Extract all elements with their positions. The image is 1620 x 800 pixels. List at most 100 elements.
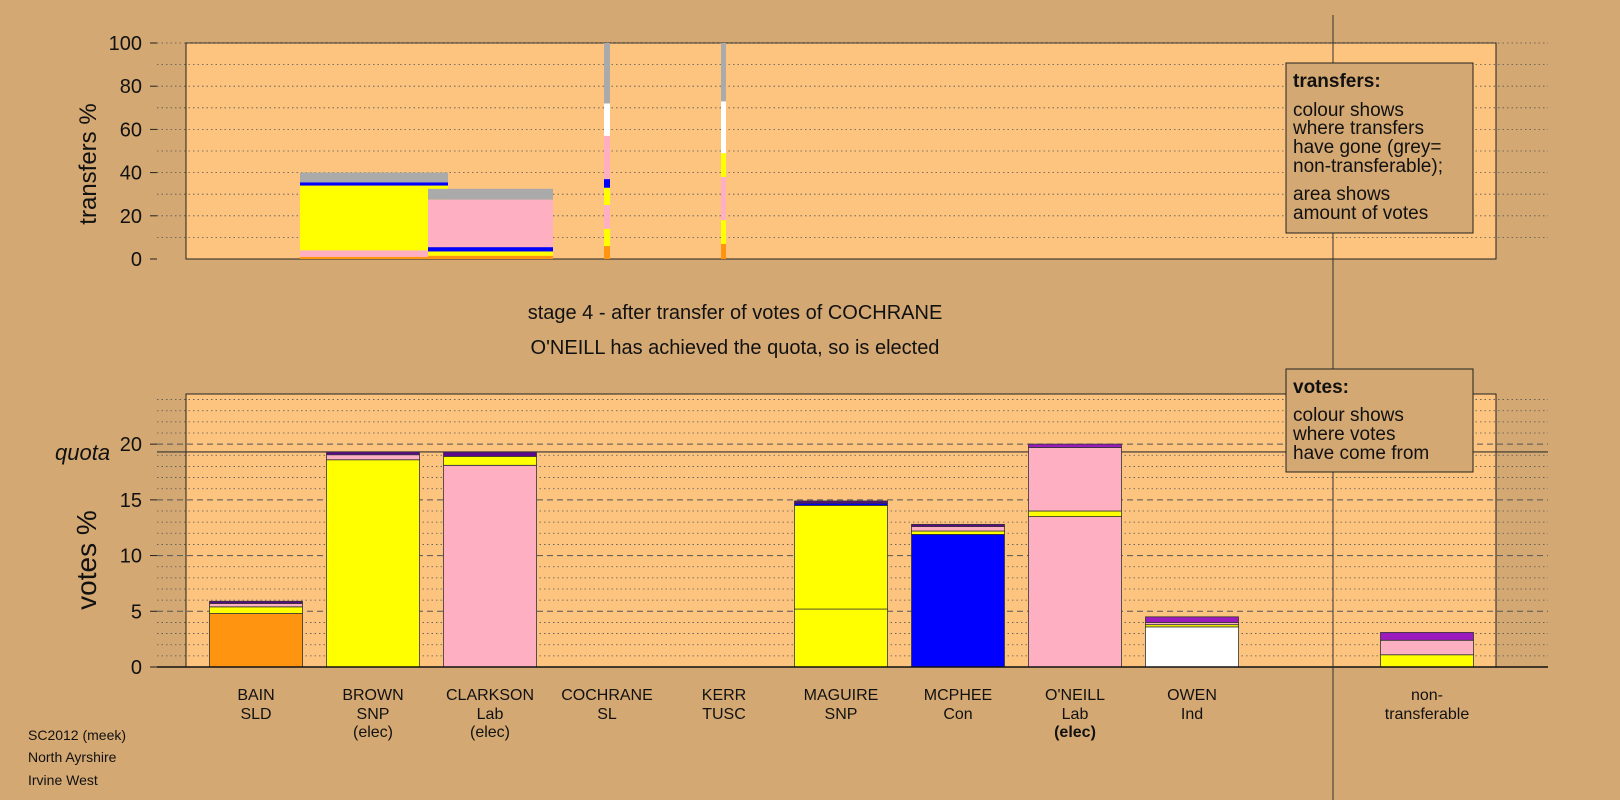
votes-legend: votes: colour shows where votes have com… bbox=[1285, 368, 1474, 473]
vote-segment bbox=[443, 464, 537, 668]
candidate-name: KERR bbox=[702, 687, 746, 704]
vote-segment bbox=[209, 603, 303, 608]
transfers-y-ticks: 0 20 40 60 80 100 bbox=[109, 33, 157, 271]
vote-bar-bain bbox=[209, 600, 303, 668]
vote-segment bbox=[326, 451, 420, 456]
candidate-label: COCHRANE SL bbox=[561, 687, 653, 723]
vote-segment bbox=[1145, 616, 1239, 623]
vote-bar-non-transferable bbox=[1380, 632, 1474, 668]
vote-segment bbox=[1028, 516, 1122, 668]
vote-segment bbox=[794, 505, 888, 610]
vote-segment bbox=[209, 613, 303, 668]
transfer-segment bbox=[721, 243, 726, 259]
vote-segment bbox=[326, 459, 420, 668]
vote-segment bbox=[794, 500, 888, 504]
y-tick-label: 10 bbox=[120, 546, 142, 568]
transfers-legend-title: transfers: bbox=[1293, 71, 1381, 92]
transfer-segment bbox=[428, 188, 553, 200]
transfers-legend-line: colour shows bbox=[1293, 100, 1404, 121]
y-tick-label: 60 bbox=[120, 119, 142, 141]
vote-segment bbox=[911, 534, 1005, 668]
transfers-legend-line: non-transferable); bbox=[1293, 156, 1443, 177]
transfer-column-cochrane bbox=[604, 43, 610, 259]
y-tick-label: 15 bbox=[120, 490, 142, 512]
y-tick-label: 20 bbox=[120, 206, 142, 228]
candidate-party: SL bbox=[597, 706, 617, 723]
footer-election: SC2012 (meek) bbox=[28, 727, 126, 743]
candidate-name: OWEN bbox=[1167, 687, 1217, 704]
votes-legend-line: where votes bbox=[1292, 424, 1395, 445]
candidate-label: BAIN SLD bbox=[237, 687, 274, 723]
vote-segment bbox=[1380, 654, 1474, 668]
candidate-status: (elec) bbox=[1054, 724, 1096, 741]
votes-legend-box bbox=[1285, 368, 1474, 473]
vote-segment bbox=[911, 526, 1005, 532]
vote-segment bbox=[443, 451, 537, 457]
transfer-segment bbox=[604, 179, 610, 188]
y-tick-label: 20 bbox=[120, 434, 142, 456]
transfers-y-axis-label: transfers % bbox=[75, 103, 102, 224]
votes-bars bbox=[209, 443, 1474, 668]
quota-label: quota bbox=[55, 440, 110, 465]
transfers-legend-box bbox=[1285, 62, 1474, 234]
candidate-name: CLARKSON bbox=[446, 687, 534, 704]
candidate-status: (elec) bbox=[353, 724, 393, 741]
vote-bar-mcphee bbox=[911, 523, 1005, 668]
vote-segment bbox=[911, 530, 1005, 535]
transfers-bars bbox=[300, 43, 726, 259]
transfer-segment bbox=[300, 250, 448, 257]
y-tick-label: 80 bbox=[120, 76, 142, 98]
transfer-segment bbox=[721, 176, 726, 221]
vote-bar-o-neill bbox=[1028, 443, 1122, 668]
vote-segment bbox=[794, 608, 888, 668]
transfer-segment bbox=[604, 205, 610, 229]
transfers-legend-line: area shows bbox=[1293, 184, 1390, 205]
candidate-label: OWEN Ind bbox=[1167, 687, 1217, 723]
candidate-name: O'NEILL bbox=[1045, 687, 1105, 704]
y-tick-label: 5 bbox=[131, 601, 142, 623]
candidate-label: non-transferable bbox=[1385, 687, 1470, 723]
candidate-label: O'NEILL Lab(elec) bbox=[1045, 687, 1105, 741]
y-tick-label: 0 bbox=[131, 249, 142, 271]
candidate-label: CLARKSON Lab(elec) bbox=[446, 687, 534, 741]
candidate-party: Ind bbox=[1181, 706, 1203, 723]
candidate-party: SLD bbox=[240, 706, 271, 723]
y-tick-label: 40 bbox=[120, 163, 142, 185]
transfer-column-kerr bbox=[721, 43, 726, 259]
votes-legend-title: votes: bbox=[1293, 377, 1349, 398]
transfer-segment bbox=[721, 153, 726, 177]
vote-segment bbox=[1028, 510, 1122, 517]
election-status: O'NEILL has achieved the quota, so is el… bbox=[531, 337, 940, 359]
vote-bar-maguire bbox=[794, 500, 888, 668]
transfers-legend: transfers: colour shows where transfers … bbox=[1285, 62, 1474, 234]
candidate-party: transferable bbox=[1385, 706, 1470, 723]
transfer-segment bbox=[721, 220, 726, 244]
candidate-party: SNP bbox=[357, 706, 390, 723]
transfer-segment bbox=[604, 246, 610, 259]
candidate-label: MAGUIRE SNP bbox=[804, 687, 879, 723]
transfers-legend-line: where transfers bbox=[1292, 118, 1424, 139]
transfer-segment bbox=[428, 251, 553, 256]
transfer-segment bbox=[604, 135, 610, 180]
candidate-name: non- bbox=[1411, 687, 1443, 704]
transfer-segment bbox=[604, 187, 610, 205]
transfer-segment bbox=[300, 185, 448, 251]
vote-segment bbox=[326, 454, 420, 461]
stage-title: stage 4 - after transfer of votes of COC… bbox=[528, 302, 943, 324]
vote-segment bbox=[209, 600, 303, 604]
transfers-legend-line: amount of votes bbox=[1293, 203, 1428, 224]
y-tick-label: 0 bbox=[131, 657, 142, 679]
candidate-party: Lab bbox=[477, 706, 504, 723]
candidate-name: COCHRANE bbox=[561, 687, 653, 704]
candidate-status: (elec) bbox=[470, 724, 510, 741]
transfer-segment bbox=[604, 103, 610, 136]
candidate-label: MCPHEE Con bbox=[924, 687, 992, 723]
candidate-name: MAGUIRE bbox=[804, 687, 879, 704]
vote-bar-clarkson bbox=[443, 451, 537, 668]
votes-legend-line: colour shows bbox=[1293, 405, 1404, 426]
transfer-column-bain bbox=[300, 172, 448, 259]
candidate-party: SNP bbox=[825, 706, 858, 723]
vote-segment bbox=[443, 455, 537, 466]
candidate-party: Con bbox=[943, 706, 972, 723]
